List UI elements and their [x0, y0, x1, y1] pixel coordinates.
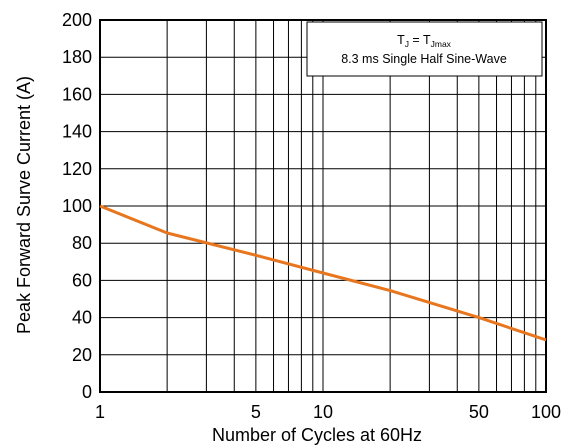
y-tick-label: 160	[62, 84, 92, 104]
y-tick-label: 60	[72, 270, 92, 290]
x-tick-labels: 1 5 10 50 100	[95, 402, 561, 422]
y-tick-label: 200	[62, 10, 92, 30]
x-tick-label: 100	[531, 402, 561, 422]
annotation-equals: = T	[409, 33, 431, 47]
annotation-frame	[306, 21, 543, 77]
annotation-line-1: TJ = TJmax	[397, 33, 452, 49]
x-tick-label: 50	[469, 402, 489, 422]
y-tick-label: 120	[62, 159, 92, 179]
y-tick-label: 20	[72, 345, 92, 365]
series-layer	[99, 204, 547, 342]
y-tick-label: 100	[62, 196, 92, 216]
y-tick-label: 0	[82, 382, 92, 402]
y-tick-label: 80	[72, 233, 92, 253]
series-line	[99, 204, 547, 342]
x-tick-label: 10	[313, 402, 333, 422]
annotation-sub-j: J	[405, 39, 409, 49]
x-tick-label: 1	[95, 402, 105, 422]
annotation-line-2: 8.3 ms Single Half Sine-Wave	[341, 52, 507, 66]
y-tick-label: 40	[72, 308, 92, 328]
y-axis-title: Peak Forward Surve Current (A)	[14, 76, 34, 334]
annotation-t-prefix: T	[397, 33, 405, 47]
annotation-box: TJ = TJmax 8.3 ms Single Half Sine-Wave	[306, 21, 543, 77]
y-tick-label: 140	[62, 122, 92, 142]
y-tick-labels: 0 20 40 60 80 100 120 140 160 180 200	[62, 10, 92, 402]
x-axis-title: Number of Cycles at 60Hz	[212, 425, 422, 445]
y-tick-label: 180	[62, 47, 92, 67]
annotation-sub-jmax: Jmax	[431, 39, 452, 49]
x-tick-label: 5	[251, 402, 261, 422]
